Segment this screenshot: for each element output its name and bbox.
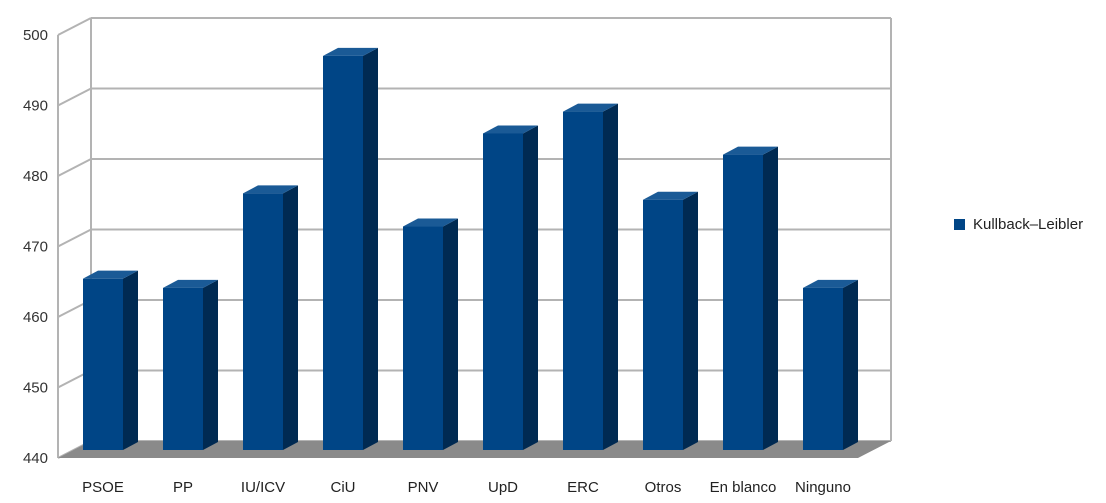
bar-front bbox=[83, 278, 123, 450]
bar-side bbox=[523, 125, 538, 450]
bars-layer bbox=[83, 47, 858, 451]
y-tick-label: 450 bbox=[23, 380, 48, 397]
bar bbox=[243, 185, 298, 450]
x-tick-label: En blanco bbox=[710, 479, 777, 496]
bar-top bbox=[483, 125, 538, 134]
bar-front bbox=[163, 287, 203, 450]
y-tick-label: 460 bbox=[23, 309, 48, 326]
legend-swatch bbox=[954, 219, 965, 230]
y-tick-label: 440 bbox=[23, 450, 48, 467]
bar-top bbox=[643, 191, 698, 200]
legend-label: Kullback–Leibler bbox=[973, 216, 1084, 233]
x-tick-label: PNV bbox=[408, 479, 439, 496]
x-tick-label: Ninguno bbox=[795, 479, 851, 496]
bar-side bbox=[683, 191, 698, 450]
bar bbox=[483, 125, 538, 450]
x-tick-label: ERC bbox=[567, 479, 599, 496]
bar bbox=[643, 191, 698, 450]
x-tick-label: PP bbox=[173, 479, 193, 496]
x-tick-label: UpD bbox=[488, 479, 518, 496]
gridline-side bbox=[57, 228, 92, 248]
bar-side bbox=[603, 103, 618, 450]
bar-top bbox=[323, 47, 378, 56]
bar-side bbox=[843, 279, 858, 450]
bar-top bbox=[803, 279, 858, 288]
bar-side bbox=[203, 279, 218, 450]
bar-side bbox=[763, 146, 778, 451]
bar-top bbox=[243, 185, 298, 194]
gridline-side bbox=[57, 87, 92, 107]
y-axis-ticks: 440 450 460 470 480 490 500 bbox=[23, 27, 48, 467]
x-tick-label: IU/ICV bbox=[241, 479, 285, 496]
bar-side bbox=[363, 47, 378, 450]
bar-front bbox=[243, 193, 283, 450]
bar-side bbox=[283, 185, 298, 450]
bar-front bbox=[643, 199, 683, 450]
bar-front bbox=[803, 287, 843, 450]
bar-front bbox=[403, 226, 443, 450]
x-tick-label: PSOE bbox=[82, 479, 124, 496]
bar bbox=[323, 47, 378, 450]
y-tick-label: 500 bbox=[23, 27, 48, 44]
y-tick-label: 490 bbox=[23, 98, 48, 115]
gridline-side bbox=[57, 17, 92, 36]
bar-top bbox=[83, 270, 138, 279]
bar-front bbox=[563, 111, 603, 450]
bar bbox=[803, 279, 858, 450]
bar bbox=[723, 146, 778, 451]
y-tick-label: 470 bbox=[23, 239, 48, 256]
x-tick-label: Otros bbox=[645, 479, 682, 496]
bar-top bbox=[563, 103, 618, 112]
legend: Kullback–Leibler bbox=[954, 216, 1083, 233]
bar-top bbox=[163, 279, 218, 288]
bar-top bbox=[403, 218, 458, 227]
bar bbox=[83, 270, 138, 450]
bar bbox=[563, 103, 618, 450]
gridline-side bbox=[57, 158, 92, 177]
bar-front bbox=[483, 133, 523, 450]
bar bbox=[163, 279, 218, 450]
x-axis-ticks: PSOE PP IU/ICV CiU PNV UpD ERC Otros En blanco Ni… bbox=[82, 479, 851, 496]
bar-front bbox=[723, 154, 763, 451]
bar-side bbox=[443, 218, 458, 450]
bar bbox=[403, 218, 458, 450]
bar-front bbox=[323, 55, 363, 450]
x-tick-label: CiU bbox=[331, 479, 356, 496]
bar-top bbox=[723, 146, 778, 155]
y-tick-label: 480 bbox=[23, 168, 48, 185]
bar-side bbox=[123, 270, 138, 450]
